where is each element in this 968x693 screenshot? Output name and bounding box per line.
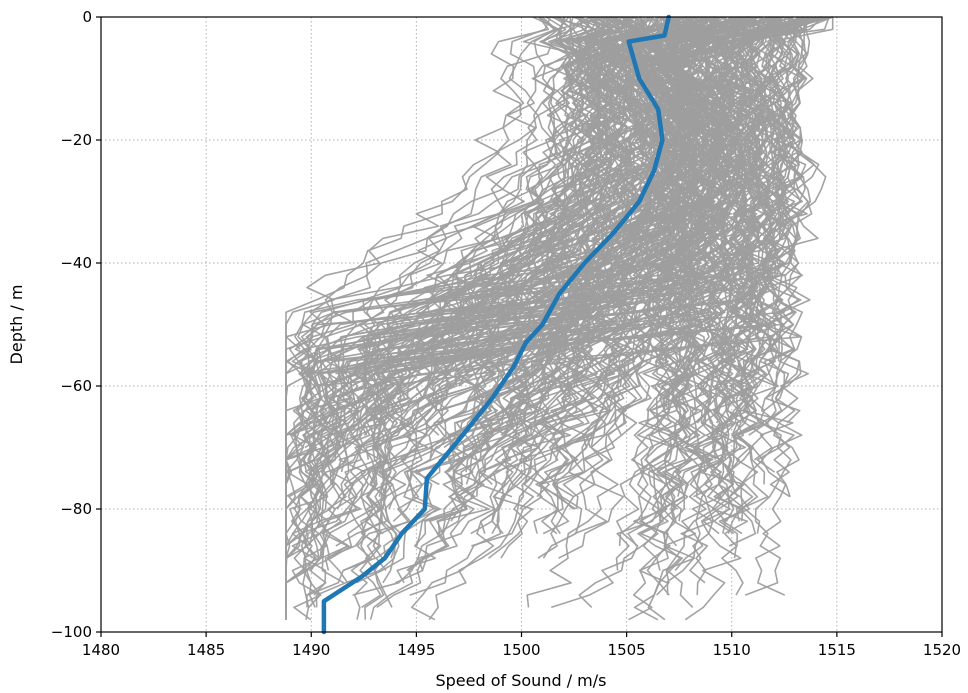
background-profile-line: [430, 16, 644, 374]
x-tick-label: 1515: [818, 641, 856, 659]
x-axis-label: Speed of Sound / m/s: [435, 671, 606, 690]
background-profile-line: [378, 16, 809, 584]
background-profile-line: [305, 16, 651, 547]
background-profile-line: [638, 16, 684, 596]
highlight-profile-layer: [321, 14, 671, 635]
highlight-profile-line: [321, 14, 671, 635]
background-profile-line: [411, 16, 710, 621]
background-profile-line: [285, 16, 630, 485]
background-profile-line: [730, 16, 777, 375]
background-profile-line: [659, 16, 701, 510]
background-profile-line: [285, 16, 664, 485]
background-profile-line: [285, 16, 552, 620]
x-tick-label: 1495: [397, 641, 435, 659]
background-profile-line: [735, 16, 772, 387]
background-profile-line: [290, 16, 800, 608]
background-profile-line: [539, 16, 783, 535]
x-tick-label: 1480: [82, 641, 120, 659]
background-profile-line: [458, 16, 772, 387]
background-profile-line: [285, 16, 607, 473]
x-tick-label: 1490: [292, 641, 330, 659]
background-profile-line: [285, 16, 629, 583]
x-tick-label: 1500: [502, 641, 540, 659]
background-profile-line: [667, 16, 805, 375]
background-profile-line: [558, 16, 753, 559]
background-profile-line: [285, 16, 748, 350]
background-profile-line: [292, 16, 776, 485]
x-tick-label: 1505: [608, 641, 646, 659]
background-profile-line: [461, 16, 661, 374]
axis-ticks: 1480 1485 1490 1495 1500 1505 1510 1515 1520 0 −20…: [51, 8, 961, 659]
background-profile-line: [453, 16, 803, 461]
background-profile-line: [722, 16, 760, 375]
y-tick-label: −20: [60, 131, 92, 149]
background-profile-line: [550, 16, 772, 609]
background-profile-line: [744, 16, 799, 596]
background-profile-line: [644, 16, 823, 375]
background-profile-line: [533, 16, 735, 534]
background-profiles: [285, 16, 834, 621]
y-tick-label: −100: [51, 623, 92, 641]
background-profile-line: [379, 16, 782, 559]
background-profile-line: [665, 16, 807, 584]
background-profile-line: [523, 16, 793, 485]
x-tick-label: 1520: [923, 641, 961, 659]
background-profile-line: [299, 16, 627, 510]
background-profile-line: [398, 16, 663, 535]
background-profile-line: [307, 16, 808, 498]
background-profile-line: [608, 16, 783, 363]
y-tick-label: −80: [60, 500, 92, 518]
y-tick-label: −60: [60, 377, 92, 395]
background-profile-line: [509, 16, 703, 424]
background-profile-line: [299, 16, 570, 375]
background-profile-line: [745, 16, 783, 436]
background-profile-line: [374, 16, 625, 571]
background-profile-line: [659, 16, 827, 535]
background-profile-line: [710, 16, 758, 473]
background-profile-line: [471, 16, 710, 547]
background-profile-line: [285, 16, 632, 596]
background-profile-line: [742, 16, 783, 485]
background-profile-line: [299, 16, 687, 375]
background-profile-line: [285, 16, 645, 584]
background-profile-line: [285, 16, 632, 485]
x-tick-label: 1510: [713, 641, 751, 659]
background-profile-line: [663, 16, 707, 608]
y-tick-label: −40: [60, 254, 92, 272]
background-profile-line: [500, 16, 724, 559]
background-profile-line: [285, 16, 741, 375]
x-tick-label: 1485: [187, 641, 225, 659]
y-tick-label: 0: [82, 8, 92, 26]
y-axis-label: Depth / m: [7, 285, 26, 365]
